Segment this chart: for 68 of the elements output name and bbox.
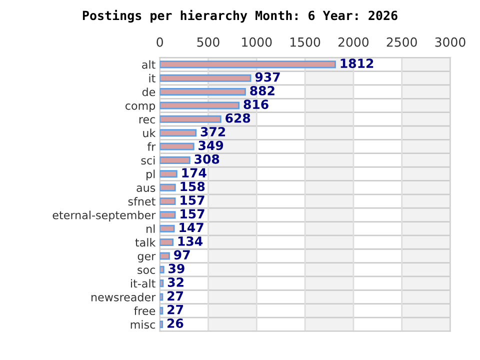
data-label: 937 [255,72,280,82]
data-label: 157 [180,196,204,205]
x-tick-label: 2500 [386,37,417,47]
y-tick-label: uk [143,128,156,138]
data-label: 158 [180,182,205,192]
bar [160,266,164,274]
data-label: 39 [168,264,184,274]
y-tick-label: misc [130,320,155,329]
bar [160,74,252,82]
y-tick-label: rec [139,117,155,124]
bar [160,211,176,219]
y-tick-label: sfnet [128,197,156,206]
bar [160,115,222,123]
data-label: 32 [168,277,184,287]
y-tick-label: free [134,306,156,316]
y-tick-label: it-alt [131,279,156,288]
data-label: 27 [168,291,184,300]
bar [160,88,246,96]
data-label: 349 [198,140,224,150]
y-tick-label: de [142,88,156,96]
y-tick-label: alt [142,60,156,69]
bar [160,320,164,328]
data-label: 882 [250,86,274,96]
bar [160,197,176,206]
chart-title: Postings per hierarchy Month: 6 Year: 2026 [82,10,398,23]
y-tick-label: soc [138,268,155,274]
bar [160,252,170,260]
bar [160,184,176,192]
bar [160,102,240,110]
x-tick-label: 0 [156,37,163,47]
data-label: 157 [180,209,204,219]
data-label: 1812 [340,58,374,68]
data-label: 372 [200,127,226,136]
bar [160,306,164,314]
data-label: 26 [168,318,184,328]
y-tick-label: aus [136,186,156,192]
bar [160,129,197,137]
bar [160,60,336,68]
x-tick-label: 3000 [435,37,466,47]
data-label: 174 [182,168,206,178]
y-tick-label: eternal-september [52,210,156,222]
bar [160,224,175,232]
bar [160,238,174,246]
x-tick-label: 1000 [242,37,272,47]
y-tick-label: talk [135,238,156,247]
x-tick-label: 500 [197,37,220,47]
bar [160,156,190,164]
y-tick-label: fr [147,142,156,151]
y-tick-label: it [149,74,156,82]
bar [160,280,164,288]
y-tick-label: newsreader [92,292,156,302]
y-tick-label: nl [146,224,155,233]
data-label: 816 [244,100,268,110]
x-tick-label: 2000 [338,37,369,47]
data-label: 308 [194,154,220,164]
bar [160,170,178,178]
y-tick-label: comp [126,103,156,112]
bar [160,293,164,301]
y-tick-label: ger [138,254,156,262]
x-tick-label: 1500 [290,37,320,47]
data-label: 147 [180,222,204,232]
data-label: 97 [174,250,190,260]
data-label: 134 [178,236,202,246]
data-label: 27 [168,304,184,314]
data-label: 628 [226,113,250,123]
y-tick-label: pl [146,170,155,180]
bar [160,142,194,150]
y-tick-label: sci [141,156,155,165]
